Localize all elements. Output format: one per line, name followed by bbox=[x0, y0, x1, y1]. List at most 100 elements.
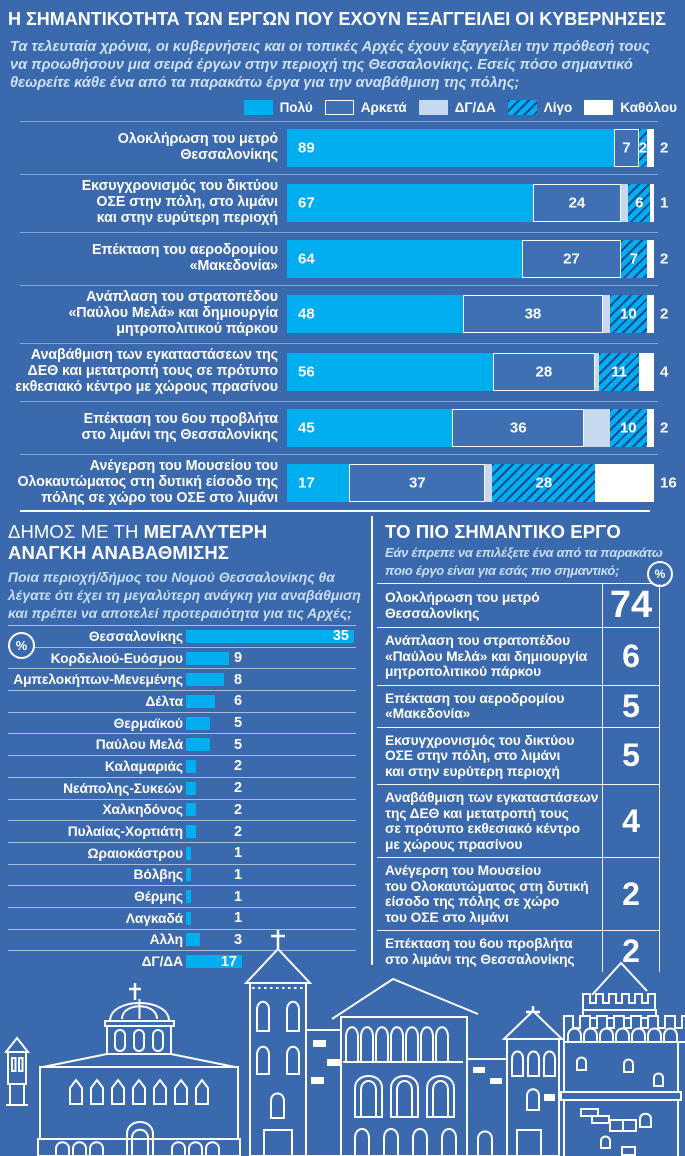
segment-arketa-value: 36 bbox=[509, 419, 527, 436]
municipality-value: 6 bbox=[234, 693, 243, 710]
important-project-section: ΤΟ ΠΙΟ ΣΗΜΑΝΤΙΚΟ ΕΡΓΟ Εάν έπρεπε να επιλ… bbox=[372, 512, 685, 972]
project-table-row: Αναβάθμιση των εγκαταστάσεων της ΔΕΘ και… bbox=[377, 784, 660, 857]
skyline-kiosk bbox=[3, 1036, 31, 1106]
municipality-row: Χαλκηδόνος 2 2 bbox=[8, 798, 356, 821]
skyline-rotunda bbox=[37, 983, 241, 1156]
percent-icon: % bbox=[647, 561, 673, 587]
stacked-bar: 67 24 6 1 bbox=[287, 184, 668, 222]
legend-label: Καθόλου bbox=[620, 99, 677, 115]
project-table-row: Ανάπλαση του στρατοπέδου «Παύλου Μελά» κ… bbox=[377, 627, 660, 685]
project-row: Ανάπλαση του στρατοπέδου «Παύλου Μελά» κ… bbox=[0, 285, 685, 343]
project-row: Ολοκλήρωση του μετρό Θεσσαλονίκης 89 7 2… bbox=[0, 121, 685, 174]
municipality-label: Πυλαίας-Χορτιάτη bbox=[67, 824, 183, 840]
municipalities-subtitle: Ποια περιοχή/δήμος του Νομού Θεσσαλονίκη… bbox=[8, 569, 361, 621]
segment-katholou-value: 2 bbox=[660, 419, 669, 436]
project-table-value: 2 bbox=[602, 931, 660, 972]
skyline-small-house bbox=[466, 1058, 508, 1156]
legend-swatch-icon bbox=[418, 99, 448, 115]
percent-symbol: % bbox=[15, 638, 28, 653]
segment-ligo: 10 bbox=[609, 408, 647, 447]
municipality-bar-area: 1 1 bbox=[186, 910, 356, 926]
municipality-row: Αμπελοκήπων-Μενεμένης 8 8 bbox=[8, 668, 356, 690]
legend-item: Αρκετά bbox=[324, 99, 407, 115]
white-tower-turret-crenellation bbox=[582, 993, 656, 1011]
segment-ligo: 28 bbox=[492, 464, 596, 502]
segment-katholou bbox=[646, 408, 654, 447]
municipality-value: 1 bbox=[234, 888, 243, 905]
municipality-row: Καλαμαριάς 2 2 bbox=[8, 755, 356, 777]
municipality-bar-area: 2 2 bbox=[186, 824, 356, 840]
municipality-bar: 5 bbox=[186, 716, 210, 730]
municipality-bar: 1 bbox=[186, 911, 191, 925]
legend-label: ΔΓ/ΔΑ bbox=[454, 99, 496, 115]
stacked-bar: 48 38 10 2 bbox=[287, 295, 668, 333]
stacked-bar: 89 7 2 2 bbox=[287, 128, 668, 167]
segment-poly-value: 48 bbox=[298, 305, 315, 323]
municipality-bar: 5 bbox=[186, 738, 210, 752]
municipality-value: 5 bbox=[234, 715, 243, 732]
segment-katholou bbox=[646, 128, 654, 167]
municipality-label: Αμπελοκήπων-Μενεμένης bbox=[13, 672, 183, 688]
municipalities-title: ΔΗΜΟΣ ΜΕ ΤΗ ΜΕΓΑΛΥΤΕΡΗ ΑΝΑΓΚΗ ΑΝΑΒΑΘΜΙΣΗ… bbox=[8, 521, 372, 563]
project-row: Επέκταση του αεροδρομίου «Μακεδονία» 64 … bbox=[0, 232, 685, 285]
municipalities-section: ΔΗΜΟΣ ΜΕ ΤΗ ΜΕΓΑΛΥΤΕΡΗ ΑΝΑΓΚΗ ΑΝΑΒΑΘΜΙΣΗ… bbox=[0, 512, 372, 972]
municipality-bar-area: 1 1 bbox=[186, 867, 356, 883]
municipality-value: 5 bbox=[234, 736, 243, 753]
segment-ligo-value: 2 bbox=[638, 139, 648, 156]
segment-ligo: 10 bbox=[609, 295, 647, 333]
bell-tower-windows bbox=[256, 1000, 300, 1156]
segment-arketa-value: 27 bbox=[563, 250, 580, 267]
project-table-row: Ολοκλήρωση του μετρό Θεσσαλονίκης 74 bbox=[377, 583, 660, 627]
legend-item: Καθόλου bbox=[584, 99, 677, 115]
municipality-bar-area: 8 8 bbox=[186, 672, 356, 688]
segment-poly: 56 bbox=[287, 353, 493, 391]
gabled-church-arcade bbox=[343, 1026, 463, 1063]
segment-katholou bbox=[646, 239, 654, 278]
important-project-title: ΤΟ ΠΙΟ ΣΗΜΑΝΤΙΚΟ ΕΡΓΟ bbox=[385, 521, 685, 542]
segment-poly: 67 bbox=[287, 184, 533, 222]
project-label: Ανέγερση του Μουσείου του Ολοκαυτώματος … bbox=[17, 458, 278, 506]
segment-dgda bbox=[602, 295, 610, 333]
segment-katholou-value: 16 bbox=[660, 474, 677, 492]
stacked-bar: 64 27 7 2 bbox=[287, 239, 668, 278]
municipality-value: 17 bbox=[220, 953, 237, 970]
project-table-row: Επέκταση του αεροδρομίου «Μακεδονία» 5 bbox=[377, 684, 660, 727]
municipality-value: 35 bbox=[332, 628, 349, 645]
project-row: Επέκταση του 6ου προβλήτα στο λιμάνι της… bbox=[0, 401, 685, 454]
gabled-church-low-windows bbox=[354, 1128, 457, 1156]
municipality-bar-area: 5 5 bbox=[186, 736, 356, 753]
segment-dgda bbox=[620, 184, 629, 222]
important-project-table-wrap: % Ολοκλήρωση του μετρό Θεσσαλονίκης 74 Α… bbox=[377, 561, 685, 972]
municipality-label: Παύλου Μελά bbox=[95, 737, 183, 753]
project-table-label: Ολοκλήρωση του μετρό Θεσσαλονίκης bbox=[385, 590, 540, 621]
project-label: Αναβάθμιση των εγκαταστάσεων της ΔΕΘ και… bbox=[15, 347, 278, 395]
segment-poly-value: 64 bbox=[298, 250, 315, 267]
municipality-bar: 8 bbox=[186, 673, 225, 687]
important-project-title-text: ΤΟ ΠΙΟ ΣΗΜΑΝΤΙΚΟ ΕΡΓΟ bbox=[385, 521, 621, 542]
segment-arketa-value: 24 bbox=[568, 194, 586, 212]
project-table-row: Ανέγερση του Μουσείου του Ολοκαυτώματος … bbox=[377, 857, 660, 930]
segment-ligo: 11 bbox=[598, 353, 640, 391]
municipality-bar-area: 17 17 bbox=[186, 953, 356, 970]
municipality-bar-area: 5 5 bbox=[186, 715, 356, 732]
legend-swatch-icon bbox=[243, 99, 273, 115]
municipality-label: Βόλβης bbox=[133, 867, 184, 883]
municipality-row: Λαγκαδά 1 1 bbox=[8, 906, 356, 929]
segment-ligo-value: 6 bbox=[635, 194, 644, 212]
white-tower-arch-frieze bbox=[567, 1027, 678, 1042]
municipalities-title-strong: ΜΕΓΑΛΥΤΕΡΗ ΑΝΑΓΚΗ ΑΝΑΒΑΘΜΙΣΗΣ bbox=[8, 521, 268, 563]
municipalities-title-light: ΔΗΜΟΣ ΜΕ ΤΗ bbox=[8, 521, 144, 542]
segment-ligo: 6 bbox=[628, 184, 651, 222]
stacked-bar: 56 28 11 4 bbox=[287, 353, 668, 391]
municipality-bar: 17 bbox=[186, 953, 242, 970]
segment-ligo: 7 bbox=[620, 239, 647, 278]
bottom-sections: ΔΗΜΟΣ ΜΕ ΤΗ ΜΕΓΑΛΥΤΕΡΗ ΑΝΑΓΚΗ ΑΝΑΒΑΘΜΙΣΗ… bbox=[0, 512, 685, 972]
project-table-label: Αναβάθμιση των εγκαταστάσεων της ΔΕΘ και… bbox=[385, 790, 599, 852]
segment-ligo: 2 bbox=[638, 128, 648, 167]
municipality-label: Νεάπολης-Συκεών bbox=[63, 780, 183, 796]
municipality-bar-area: 9 9 bbox=[186, 650, 356, 666]
project-label: Επέκταση του 6ου προβλήτα στο λιμάνι της… bbox=[81, 410, 279, 443]
project-label: Ολοκλήρωση του μετρό Θεσσαλονίκης bbox=[117, 130, 278, 163]
segment-arketa-value: 38 bbox=[524, 305, 542, 323]
skyline-chapel bbox=[501, 1006, 565, 1156]
